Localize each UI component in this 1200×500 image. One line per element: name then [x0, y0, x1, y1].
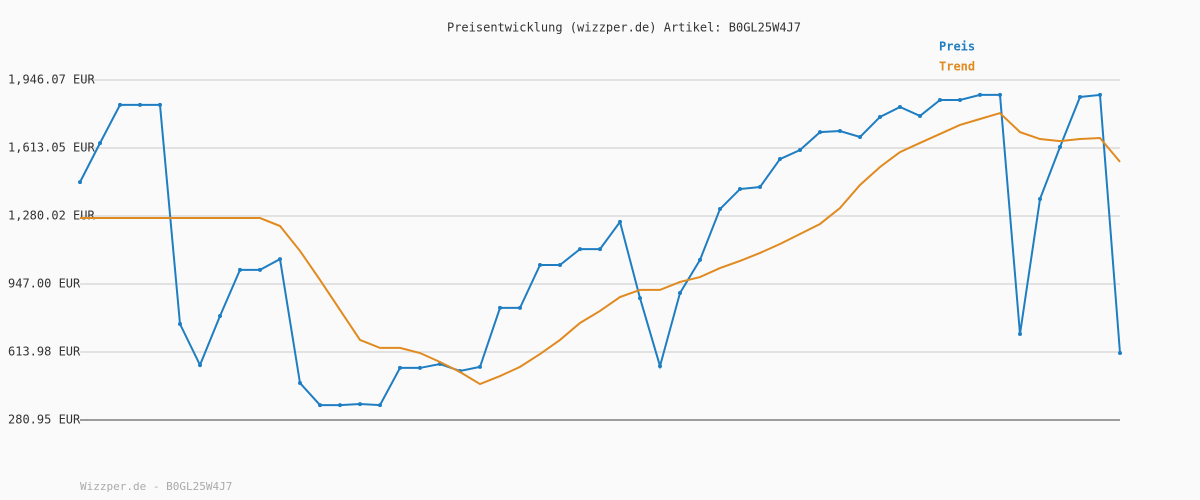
point	[218, 314, 222, 319]
point	[778, 157, 782, 162]
y-tick-label: 280.95 EUR	[8, 413, 81, 427]
point	[578, 247, 582, 252]
point	[358, 402, 362, 407]
point	[78, 180, 82, 185]
point	[958, 98, 962, 103]
point	[318, 403, 322, 408]
point	[998, 92, 1002, 97]
point	[138, 102, 142, 107]
point	[378, 403, 382, 408]
series-line	[80, 111, 1121, 386]
point	[178, 322, 182, 327]
point	[758, 185, 762, 190]
point	[278, 257, 282, 262]
y-tick-label: 1,946.07 EUR	[8, 73, 95, 87]
point	[118, 102, 122, 107]
point	[418, 365, 422, 370]
point	[598, 247, 602, 252]
point	[798, 148, 802, 153]
point	[618, 219, 622, 224]
y-tick-label: 613.98 EUR	[8, 344, 81, 358]
point	[298, 381, 302, 386]
point	[498, 305, 502, 310]
point	[238, 267, 242, 272]
point	[258, 267, 262, 272]
chart-title: Preisentwicklung (wizzper.de) Artikel: B…	[447, 21, 801, 35]
point	[658, 364, 662, 369]
point	[338, 403, 342, 408]
point	[478, 364, 482, 369]
point	[1098, 92, 1102, 97]
point	[538, 263, 542, 268]
legend-entry: Trend	[939, 60, 975, 74]
point	[738, 187, 742, 192]
point	[898, 104, 902, 109]
legend-entry: Preis	[939, 40, 975, 54]
point	[938, 98, 942, 103]
point	[878, 114, 882, 119]
point	[838, 129, 842, 134]
point	[718, 207, 722, 212]
point	[1078, 94, 1082, 99]
y-tick-label: 1,280.02 EUR	[8, 209, 95, 223]
footer: Wizzper.de - B0GL25W4J7	[80, 480, 232, 493]
point	[1038, 197, 1042, 202]
point	[858, 134, 862, 139]
point	[678, 290, 682, 295]
point	[1018, 332, 1022, 337]
point	[1058, 144, 1062, 149]
point	[158, 102, 162, 107]
point	[398, 365, 402, 370]
point	[1118, 351, 1122, 356]
point	[638, 296, 642, 301]
point	[918, 113, 922, 118]
y-tick-label: 1,613.05 EUR	[8, 140, 95, 154]
point	[978, 92, 982, 97]
point	[698, 257, 702, 262]
point	[518, 305, 522, 310]
point	[198, 363, 202, 368]
y-tick-label: 947.00 EUR	[8, 276, 81, 290]
point	[98, 141, 102, 146]
point	[558, 263, 562, 268]
point	[818, 130, 822, 135]
